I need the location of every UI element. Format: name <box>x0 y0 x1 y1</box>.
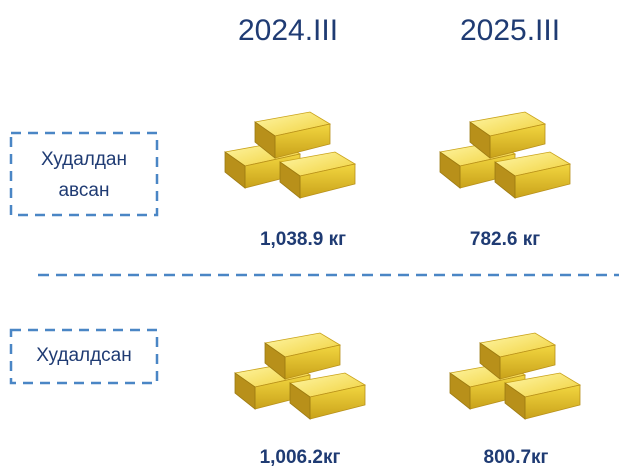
value-label: 1,038.9 кг <box>260 229 346 250</box>
value-label: 800.7кг <box>484 447 549 468</box>
gold-bars <box>440 112 570 198</box>
value-label: 782.6 кг <box>470 229 540 250</box>
label-box <box>9 131 159 217</box>
column-header: 2024.III <box>238 14 338 47</box>
gold-bars <box>235 333 365 419</box>
row-label: Худалдсан <box>36 345 132 366</box>
row-label: авсан <box>58 180 109 201</box>
gold-bars <box>450 333 580 419</box>
label-box <box>9 328 159 385</box>
column-header: 2025.III <box>460 14 560 47</box>
gold-bars <box>225 112 355 198</box>
row-label: Худалдан <box>41 149 127 170</box>
value-label: 1,006.2кг <box>260 447 341 468</box>
